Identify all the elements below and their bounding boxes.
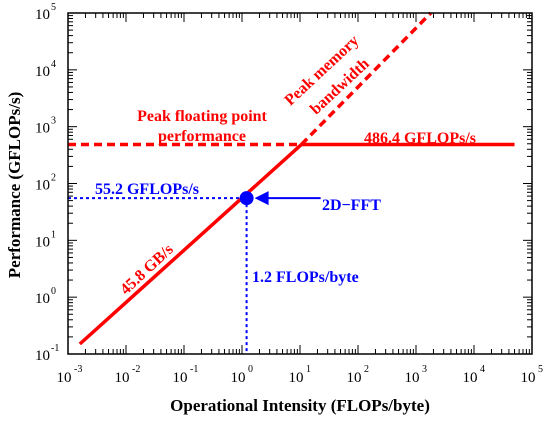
x-tick-label: 10: [57, 370, 72, 386]
y-tick-exponent: 3: [51, 116, 56, 127]
x-tick-exponent: -1: [190, 364, 198, 375]
kernel-arrow-head: [254, 191, 269, 206]
x-tick-label: 10: [405, 370, 420, 386]
x-tick-label: 10: [231, 370, 246, 386]
y-tick-exponent: 4: [51, 59, 56, 70]
x-tick-label: 10: [347, 370, 362, 386]
axis-ticks: [67, 12, 533, 355]
x-tick-exponent: 2: [364, 364, 369, 375]
x-tick-exponent: 1: [306, 364, 311, 375]
y-axis-title: Performance (GFLOPs/s): [5, 92, 24, 278]
annotation-peak-fp-line1: Peak floating point: [137, 108, 267, 125]
y-tick-label: 10: [35, 291, 50, 307]
annotation-kernel-oi: 1.2 FLOPs/byte: [252, 269, 359, 286]
kernel-point-marker: [239, 191, 254, 206]
x-tick-exponent: 4: [480, 364, 485, 375]
x-tick-exponent: 0: [248, 364, 253, 375]
x-tick-label: 10: [463, 370, 478, 386]
x-tick-label: 10: [173, 370, 188, 386]
annotation-peak-fp-line2: performance: [158, 128, 246, 145]
y-tick-exponent: 2: [51, 173, 56, 184]
y-tick-label: 10: [35, 348, 50, 364]
roofline-dashed-segment: [300, 11, 433, 146]
series-layer: [68, 11, 515, 354]
plot-frame: [67, 12, 533, 355]
x-tick-exponent: -2: [132, 364, 140, 375]
x-tick-label: 10: [521, 370, 536, 386]
annotation-kernel-perf: 55.2 GFLOPs/s: [95, 181, 199, 198]
y-tick-exponent: -1: [51, 343, 59, 354]
x-axis-title: Operational Intensity (FLOPs/byte): [170, 396, 430, 415]
y-tick-exponent: 1: [51, 229, 56, 240]
x-tick-label: 10: [115, 370, 130, 386]
x-tick-label: 10: [289, 370, 304, 386]
annotation-kernel-name: 2D−FFT: [322, 197, 381, 214]
y-tick-label: 10: [35, 234, 50, 250]
x-tick-exponent: -3: [74, 364, 82, 375]
annotation-peak-value: 486.4 GFLOPs/s: [364, 130, 476, 147]
y-tick-label: 10: [35, 121, 50, 137]
y-tick-label: 10: [35, 64, 50, 80]
roofline-solid-segment: [78, 143, 303, 346]
y-tick-exponent: 0: [51, 286, 56, 297]
y-tick-label: 10: [35, 178, 50, 194]
annotation-bandwidth-value: 45.8 GB/s: [117, 241, 177, 298]
x-tick-exponent: 3: [422, 364, 427, 375]
y-tick-label: 10: [35, 7, 50, 23]
y-tick-exponent: 5: [51, 2, 56, 13]
x-tick-exponent: 5: [538, 364, 543, 375]
